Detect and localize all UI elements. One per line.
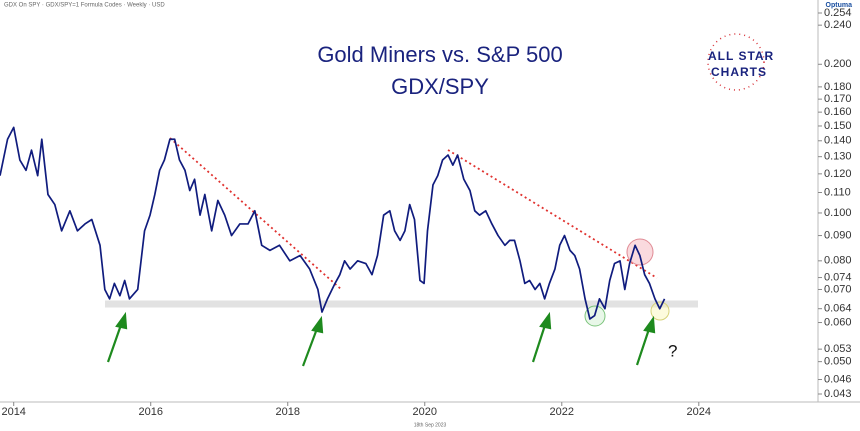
footer-date: 18th Sep 2023 bbox=[414, 422, 447, 428]
y-tick-label: 0.060 bbox=[824, 316, 852, 328]
y-tick-label: 0.064 bbox=[824, 303, 852, 315]
y-tick-label: 0.254 bbox=[824, 7, 852, 19]
brand: Optuma bbox=[826, 2, 853, 9]
y-tick-label: 0.100 bbox=[824, 207, 852, 219]
arrow bbox=[531, 321, 548, 363]
y-tick-label: 0.180 bbox=[824, 81, 852, 93]
arrow-head bbox=[115, 311, 128, 330]
y-tick-label: 0.130 bbox=[824, 151, 852, 163]
price-line bbox=[0, 126, 666, 320]
logo-text: CHARTS bbox=[711, 65, 767, 79]
x-tick-label: 2014 bbox=[1, 406, 25, 418]
x-tick-label: 2018 bbox=[275, 406, 299, 418]
x-tick-label: 2020 bbox=[413, 406, 437, 418]
arrow-head bbox=[539, 311, 552, 330]
y-tick-label: 0.150 bbox=[824, 120, 852, 132]
y-tick-label: 0.080 bbox=[824, 255, 852, 267]
arrow bbox=[635, 325, 652, 366]
y-tick-label: 0.240 bbox=[824, 19, 852, 31]
highlight-circle bbox=[626, 238, 654, 266]
logo: ALL STAR CHARTS bbox=[707, 33, 774, 91]
y-tick-label: 0.110 bbox=[824, 186, 851, 198]
y-tick-label: 0.090 bbox=[824, 229, 852, 241]
y-tick-label: 0.074 bbox=[824, 271, 852, 283]
chart-title: Gold Miners vs. S&P 500 bbox=[317, 42, 562, 67]
y-tick-label: 0.140 bbox=[824, 135, 852, 147]
x-tick-label: 2022 bbox=[550, 406, 574, 418]
arrow bbox=[301, 325, 320, 367]
y-tick-label: 0.046 bbox=[824, 373, 852, 385]
y-tick-label: 0.160 bbox=[824, 106, 852, 118]
x-tick-label: 2016 bbox=[138, 406, 162, 418]
arrow-head bbox=[311, 315, 324, 334]
highlight-circle bbox=[650, 301, 670, 321]
x-tick-label: 2024 bbox=[687, 406, 711, 418]
arrow-head bbox=[643, 315, 656, 334]
trend-line bbox=[447, 149, 658, 279]
y-tick-label: 0.070 bbox=[824, 283, 852, 295]
chart-header: GDX On SPY · GDX/SPY=1 Formula Codes · W… bbox=[4, 3, 165, 9]
chart-subtitle: GDX/SPY bbox=[391, 74, 489, 99]
y-tick-label: 0.053 bbox=[824, 343, 852, 355]
y-tick-label: 0.120 bbox=[824, 168, 852, 180]
logo-ring bbox=[707, 33, 765, 91]
y-tick-label: 0.043 bbox=[824, 388, 852, 400]
logo-text: ALL STAR bbox=[708, 49, 774, 63]
y-tick-label: 0.170 bbox=[824, 93, 852, 105]
annotation: ? bbox=[668, 341, 677, 360]
arrows bbox=[106, 311, 656, 367]
y-tick-label: 0.050 bbox=[824, 356, 852, 368]
arrow bbox=[106, 321, 124, 363]
trend-line bbox=[169, 137, 343, 291]
y-tick-label: 0.200 bbox=[824, 58, 852, 70]
